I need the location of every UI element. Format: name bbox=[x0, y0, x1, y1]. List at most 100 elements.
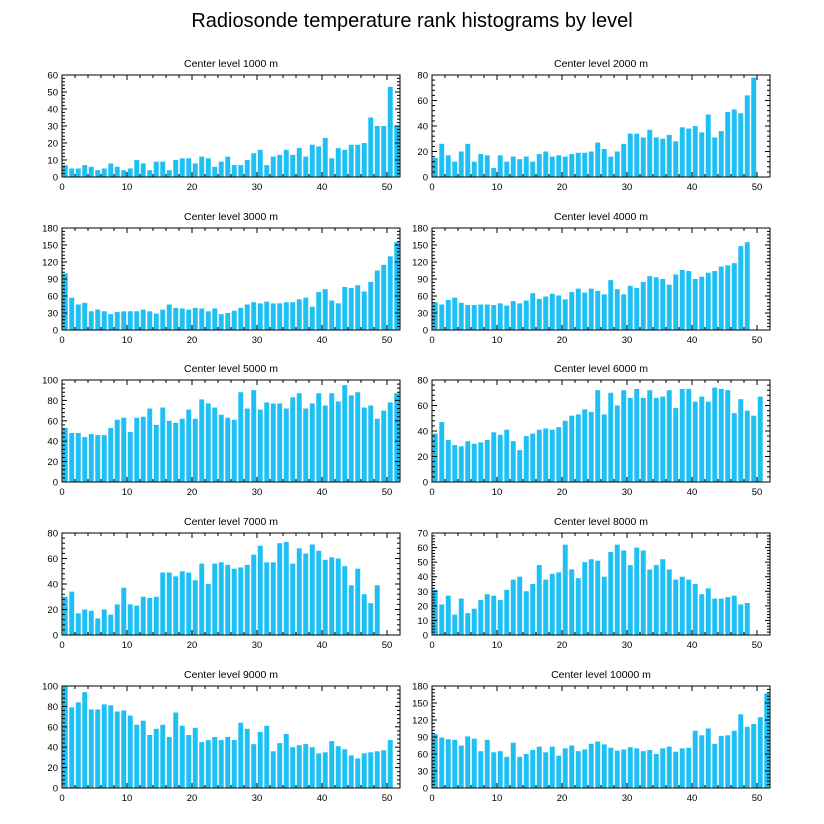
bar bbox=[614, 544, 620, 635]
bar bbox=[627, 285, 633, 330]
bar bbox=[608, 156, 614, 177]
bar bbox=[82, 302, 88, 330]
bar bbox=[212, 563, 218, 635]
bar bbox=[504, 429, 510, 482]
bar bbox=[673, 751, 679, 788]
bar bbox=[329, 557, 335, 635]
bar bbox=[725, 597, 731, 635]
x-tick-label: 30 bbox=[252, 487, 263, 498]
bar bbox=[342, 566, 348, 635]
y-tick-label: 150 bbox=[412, 699, 428, 710]
bar bbox=[673, 579, 679, 635]
bar bbox=[627, 397, 633, 482]
bar bbox=[121, 417, 127, 482]
bar bbox=[731, 109, 737, 177]
bar bbox=[484, 439, 490, 482]
x-tick-label: 10 bbox=[122, 487, 133, 498]
y-tick-label: 0 bbox=[423, 478, 428, 489]
bar bbox=[127, 168, 133, 177]
y-tick-label: 40 bbox=[417, 122, 428, 133]
bar bbox=[387, 740, 393, 788]
bar bbox=[588, 559, 594, 635]
bar bbox=[647, 276, 653, 330]
bar bbox=[718, 131, 724, 177]
bar bbox=[705, 401, 711, 482]
bar bbox=[595, 142, 601, 177]
bar bbox=[614, 405, 620, 482]
x-tick-label: 40 bbox=[687, 487, 698, 498]
bar bbox=[69, 433, 75, 482]
bar bbox=[536, 746, 542, 788]
bar bbox=[686, 271, 692, 330]
panel-title: Center level 7000 m bbox=[184, 516, 278, 528]
bar bbox=[296, 299, 302, 330]
y-tick-label: 0 bbox=[53, 784, 58, 795]
bar bbox=[582, 562, 588, 635]
figure-title: Radiosonde temperature rank histograms b… bbox=[191, 10, 632, 32]
bar bbox=[192, 580, 198, 635]
bar bbox=[484, 155, 490, 177]
bar bbox=[88, 709, 94, 788]
bar bbox=[582, 409, 588, 482]
bar bbox=[166, 304, 172, 330]
x-tick-label: 10 bbox=[492, 793, 503, 804]
bar bbox=[588, 743, 594, 788]
panel-10: Center level 10000 m 0 10 20 30 40 50 0 30 60 90 12… bbox=[412, 669, 771, 804]
panel-title: Center level 6000 m bbox=[554, 363, 648, 375]
bar bbox=[244, 728, 250, 788]
y-tick-label: 180 bbox=[412, 224, 428, 235]
x-tick-label: 20 bbox=[187, 793, 198, 804]
bar bbox=[88, 434, 94, 482]
bar bbox=[712, 743, 718, 788]
panel-title: Center level 3000 m bbox=[184, 211, 278, 223]
bar bbox=[147, 408, 153, 482]
bar bbox=[355, 392, 361, 482]
bar bbox=[705, 588, 711, 635]
bar bbox=[673, 141, 679, 177]
bar bbox=[394, 393, 400, 482]
bar bbox=[640, 751, 646, 788]
bar bbox=[660, 748, 666, 788]
bar bbox=[523, 754, 529, 788]
y-tick-label: 60 bbox=[417, 543, 428, 554]
bar bbox=[348, 288, 354, 330]
bar bbox=[595, 390, 601, 482]
bar bbox=[738, 246, 744, 330]
bar bbox=[355, 144, 361, 177]
bar bbox=[517, 576, 523, 635]
bar bbox=[556, 427, 562, 482]
bar bbox=[471, 305, 477, 330]
x-tick-label: 10 bbox=[492, 335, 503, 346]
y-tick-label: 0 bbox=[423, 173, 428, 184]
bar bbox=[121, 311, 127, 330]
y-tick-label: 60 bbox=[47, 292, 58, 303]
bar bbox=[445, 155, 451, 177]
bar bbox=[303, 156, 309, 177]
bar bbox=[725, 265, 731, 330]
bar bbox=[212, 308, 218, 330]
bar bbox=[238, 567, 244, 635]
bar bbox=[575, 288, 581, 330]
bar bbox=[309, 403, 315, 482]
bar bbox=[270, 156, 276, 177]
bar bbox=[673, 408, 679, 482]
bar bbox=[225, 564, 231, 635]
bar bbox=[491, 168, 497, 177]
bar bbox=[69, 168, 75, 177]
y-tick-label: 20 bbox=[417, 147, 428, 158]
bar bbox=[731, 263, 737, 330]
bar bbox=[569, 415, 575, 482]
bar bbox=[725, 390, 731, 482]
bar bbox=[679, 269, 685, 330]
bar bbox=[536, 429, 542, 482]
bar bbox=[478, 304, 484, 330]
bar bbox=[471, 608, 477, 635]
bar bbox=[348, 144, 354, 177]
panel-6: Center level 6000 m 0 10 20 30 40 50 0 20 40 60 80 bbox=[417, 363, 771, 498]
bar bbox=[692, 730, 698, 788]
y-tick-label: 60 bbox=[417, 401, 428, 412]
bar bbox=[205, 740, 211, 788]
bar bbox=[699, 396, 705, 482]
bar bbox=[186, 409, 192, 482]
bar bbox=[491, 305, 497, 330]
